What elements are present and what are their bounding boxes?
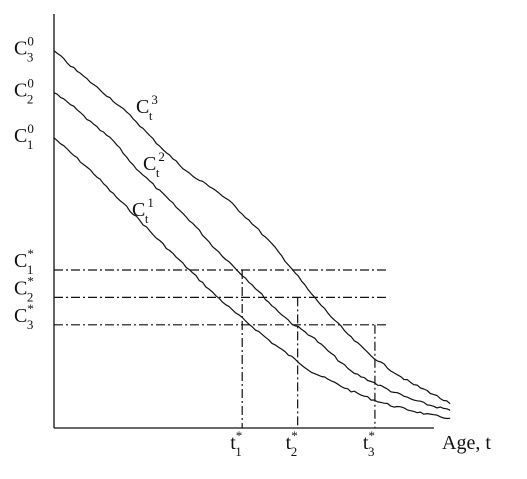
initial-label-1: C0 1: [14, 121, 34, 152]
labels: C0 1 C0 2 C0 3 C* 1C* 2C* 3 C 1 t C 2 t C 3 t t* 1 t* 2 t* 3 Age,…: [14, 34, 491, 459]
tstar-label-2: t* 2: [286, 428, 298, 459]
series-line-3: [53, 50, 451, 405]
initial-label-2: C0 2: [14, 76, 34, 107]
threshold-label-2: C* 2: [14, 273, 34, 304]
curves: [53, 50, 451, 420]
initial-label-3: C0 3: [14, 34, 34, 65]
threshold-label-1: C* 1: [14, 246, 34, 277]
series-line-2: [53, 92, 451, 411]
reference-lines: [54, 269, 386, 428]
tstar-label-1: t* 1: [230, 428, 242, 459]
axes: [53, 14, 434, 429]
x-axis-label: Age, t: [442, 432, 491, 454]
series-line-1: [53, 137, 451, 420]
threshold-label-3: C* 3: [14, 301, 34, 332]
tstar-label-3: t* 3: [363, 428, 375, 459]
